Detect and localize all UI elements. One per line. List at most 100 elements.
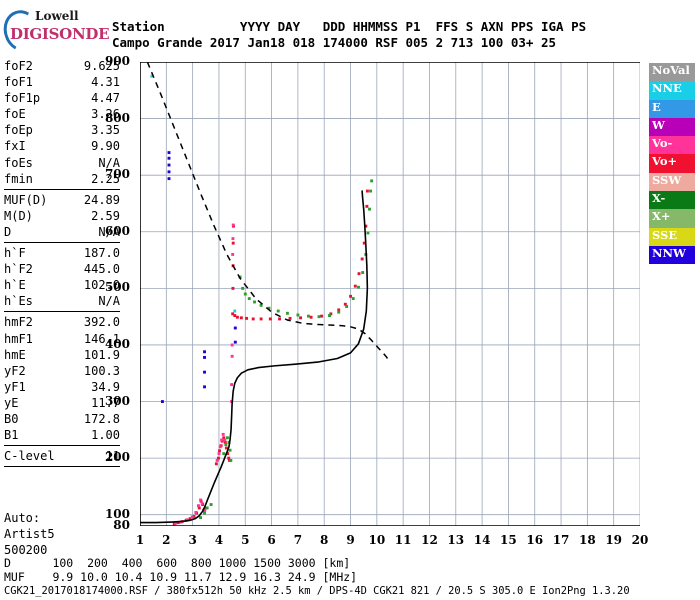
data-point [192,514,196,518]
data-point [353,284,357,288]
data-point [329,312,333,316]
data-point [190,515,194,519]
data-point [214,462,218,466]
param-value: 445.0 [83,262,120,277]
y-tick-label: 300 [104,393,130,408]
param-key: h`Es [4,294,33,309]
param-row: foE 3.26 [4,106,120,122]
param-key: foF2 [4,59,33,73]
data-point [203,370,206,374]
data-point [218,449,221,453]
data-point [223,438,227,442]
data-point [221,432,225,436]
data-point [259,303,263,307]
data-point [209,503,213,506]
data-point [231,286,235,290]
x-tick-label: 16 [526,533,544,547]
data-point [150,74,154,78]
data-point [224,443,228,447]
param-key: foEp [4,123,33,138]
legend-item-sse[interactable]: SSE [649,227,695,246]
series-3-nnw-blue-dots [160,151,237,404]
param-row: h`F2 445.0 [4,261,120,277]
legend-item-nne[interactable]: NNE [649,81,695,100]
data-point [328,314,331,317]
legend-item-noval[interactable]: NoVal [649,63,695,82]
data-point [203,508,207,512]
data-point [220,438,224,442]
legend-item-vo-[interactable]: Vo- [649,136,695,155]
data-point [185,518,189,522]
param-key: hmF1 [4,331,33,346]
data-point [267,306,271,310]
param-key: M(D) [4,208,33,223]
data-point [349,294,353,298]
x-tick-label: 8 [320,533,329,547]
param-key: B0 [4,411,19,426]
param-key: yE [4,395,19,410]
data-point [222,436,226,440]
x-tick-label: 20 [631,533,649,547]
legend-item-x-[interactable]: X- [649,191,695,210]
param-value: 3.26 [91,107,120,122]
param-value: 34.9 [91,379,120,394]
param-divider [4,466,120,468]
param-key: foE [4,107,26,122]
direction-legend[interactable]: NoVal NNE E W Vo- Vo+ SSW X- X+ SSE NNW [649,63,695,265]
data-point [231,237,235,241]
series-2-vo-pink [174,223,235,525]
x-tick-label: 17 [552,533,570,547]
legend-item-nnw[interactable]: NNW [649,245,695,265]
param-value: 3.35 [91,123,120,138]
data-point [230,354,234,358]
data-point [199,516,203,520]
ionogram-chart-canvas[interactable] [140,62,640,526]
data-point [345,305,349,308]
y-tick-label: 500 [104,280,130,295]
param-value: 11.7 [91,395,120,410]
data-point [268,317,272,321]
data-point [366,231,370,235]
param-row: fxI 9.90 [4,138,120,154]
data-point [370,179,374,183]
data-point [176,521,180,525]
legend-item-w[interactable]: W [649,117,695,137]
data-point [217,456,220,460]
x-tick-label: 2 [162,533,171,547]
param-key: hmE [4,347,26,362]
header-labels-row: Station YYYY DAY DDD HHMMSS P1 FFS S AXN… [112,19,587,34]
data-point [228,448,232,452]
param-group-muf: MUF(D) 24.89 M(D) 2.59 D N/A [4,192,120,240]
legend-item-e[interactable]: E [649,99,695,118]
param-value: 9.90 [91,139,120,154]
legend-item-ssw[interactable]: SSW [649,172,695,192]
param-row: h`Es N/A [4,293,120,309]
data-point [167,151,171,155]
param-value: 172.8 [83,411,120,426]
legend-item-x-[interactable]: X+ [649,209,695,228]
auto-code: 500200 [4,543,48,558]
param-key: B1 [4,428,19,443]
ionogram-parameters-panel: foF2 9.625 foF1 4.31 foF1p 4.47 foE 3.26 foE… [4,58,120,469]
data-point [251,317,255,321]
data-point [351,297,355,301]
param-key: C-level [4,449,55,464]
series-4-e-nne-cyan [150,74,237,313]
param-key: fmin [4,171,33,186]
param-value: 146.1 [83,331,120,346]
param-key: foEs [4,155,33,170]
auto-label: Auto: [4,511,41,525]
x-tick-label: 19 [605,533,623,547]
data-point [194,511,198,514]
data-point [317,315,321,319]
grid-lines [140,62,640,526]
footer-info: D 100 200 400 600 800 1000 1500 3000 [km… [4,556,630,599]
ionogram-plot[interactable]: 80 100 200 300 400 500 600 700 800 900 1 2 3 4 5 6 7 8 9 10… [105,54,648,547]
data-point [231,241,235,245]
data-point [365,204,369,208]
legend-item-vo-[interactable]: Vo+ [649,154,695,173]
x-tick-label: 10 [368,533,386,547]
param-row: foF2 9.625 [4,58,120,74]
data-point [337,310,341,314]
param-value: 100.3 [83,363,120,378]
